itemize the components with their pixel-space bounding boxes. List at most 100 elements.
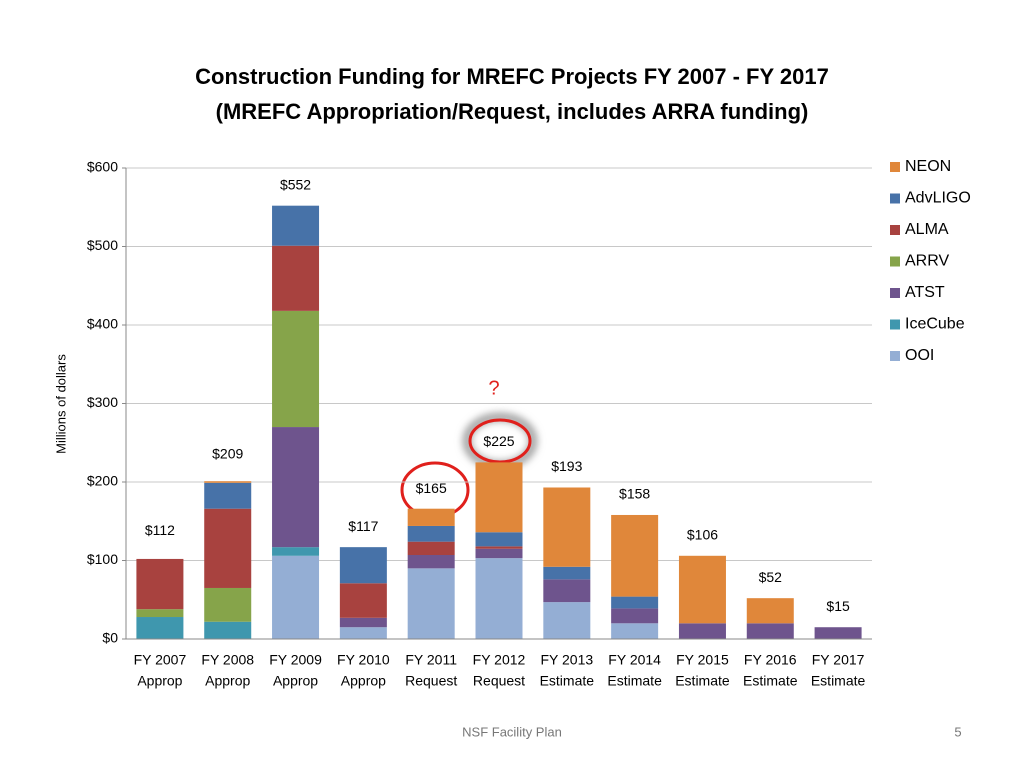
bar-segment — [543, 579, 591, 603]
y-tick-label: $0 — [102, 630, 118, 646]
bar-segment — [272, 245, 320, 311]
bar-segment — [407, 508, 455, 526]
bar-segment — [136, 558, 184, 610]
highlight-circle — [468, 418, 532, 464]
x-tick-label: Request — [405, 673, 457, 689]
bar-segment — [543, 566, 591, 580]
bar-segment — [678, 555, 726, 624]
y-tick-label: $600 — [87, 159, 118, 175]
x-tick-label: FY 2008 — [201, 652, 254, 668]
bar-segment — [475, 462, 523, 533]
bar-segment — [475, 546, 523, 549]
total-label: $209 — [212, 446, 243, 462]
bar-segment — [204, 621, 252, 639]
x-tick-label: FY 2007 — [134, 652, 187, 668]
x-tick-label: Approp — [205, 673, 250, 689]
footer-text: NSF Facility Plan — [462, 724, 562, 739]
y-axis-label: Millions of dollars — [53, 354, 68, 454]
bar-segment — [272, 427, 320, 548]
legend-label: ARRV — [905, 253, 949, 270]
x-tick-label: Estimate — [675, 673, 730, 689]
bar-segment — [339, 627, 387, 639]
bar-segment — [339, 547, 387, 584]
x-tick-label: Request — [473, 673, 525, 689]
total-label: $106 — [687, 526, 718, 542]
legend-swatch — [890, 351, 900, 361]
bar-segment — [475, 532, 523, 547]
bar-segment — [136, 609, 184, 618]
x-tick-label: Estimate — [540, 673, 595, 689]
x-tick-label: FY 2012 — [473, 652, 526, 668]
x-tick-label: Estimate — [811, 673, 866, 689]
bar-segment — [204, 508, 252, 588]
total-label: $193 — [551, 458, 582, 474]
x-tick-label: Approp — [273, 673, 318, 689]
x-tick-label: Approp — [341, 673, 386, 689]
bar-segment — [272, 205, 320, 246]
legend-label: NEON — [905, 158, 951, 175]
legend-label: ALMA — [905, 221, 949, 238]
bar-segment — [814, 627, 862, 639]
bar-segment — [407, 555, 455, 569]
x-tick-label: FY 2015 — [676, 652, 729, 668]
x-tick-label: FY 2011 — [405, 652, 457, 668]
total-label: $225 — [483, 433, 514, 449]
total-label: $158 — [619, 486, 650, 502]
legend-label: OOI — [905, 347, 934, 364]
legend-label: IceCube — [905, 316, 965, 333]
bar-segment — [543, 602, 591, 639]
legend-swatch — [890, 193, 900, 204]
legend-swatch — [890, 225, 900, 235]
legend-label: AdvLIGO — [905, 190, 971, 207]
bar-segment — [407, 568, 455, 639]
chart-title: Construction Funding for MREFC Projects … — [195, 64, 829, 89]
x-tick-label: FY 2016 — [744, 652, 797, 668]
bar-segment — [272, 547, 320, 556]
x-tick-label: FY 2014 — [608, 652, 661, 668]
legend-label: ATST — [905, 284, 945, 301]
legend-swatch — [890, 162, 900, 172]
x-tick-label: FY 2013 — [540, 652, 593, 668]
bar-segment — [339, 583, 387, 618]
bar-segment — [407, 525, 455, 542]
annotation: ? — [488, 377, 499, 399]
bar-segment — [272, 310, 320, 428]
y-tick-label: $500 — [87, 237, 118, 253]
page-number: 5 — [954, 724, 961, 739]
total-label: $552 — [280, 176, 311, 192]
total-label: $112 — [145, 522, 175, 538]
bar-segment — [746, 598, 794, 624]
x-tick-label: FY 2010 — [337, 652, 390, 668]
total-label: $52 — [759, 569, 783, 585]
bar-segment — [475, 558, 523, 639]
bar-segment — [272, 555, 320, 639]
bar-segment — [611, 608, 659, 624]
y-tick-label: $200 — [87, 473, 118, 489]
x-tick-label: FY 2017 — [812, 652, 865, 668]
bar-segment — [611, 596, 659, 609]
total-label: $15 — [826, 598, 850, 614]
legend-swatch — [890, 319, 900, 330]
y-tick-label: $100 — [87, 551, 118, 567]
x-tick-label: FY 2009 — [269, 652, 322, 668]
legend-swatch — [890, 288, 900, 298]
y-tick-label: $300 — [87, 394, 118, 410]
x-tick-label: Estimate — [607, 673, 662, 689]
y-tick-label: $400 — [87, 316, 118, 332]
bar-segment — [204, 482, 252, 509]
bar-segment — [204, 587, 252, 622]
bar-segment — [746, 623, 794, 639]
bar-segment — [678, 623, 726, 639]
bar-segment — [543, 487, 591, 567]
total-label: $117 — [348, 518, 378, 534]
bar-segment — [204, 481, 252, 483]
bar-segment — [339, 617, 387, 628]
bar-segment — [611, 514, 659, 597]
chart-subtitle: (MREFC Appropriation/Request, includes A… — [216, 99, 809, 124]
bar-segment — [475, 548, 523, 559]
legend-swatch — [890, 256, 900, 267]
total-label: $165 — [416, 480, 447, 496]
bar-segment — [136, 617, 184, 639]
bar-segment — [407, 541, 455, 556]
